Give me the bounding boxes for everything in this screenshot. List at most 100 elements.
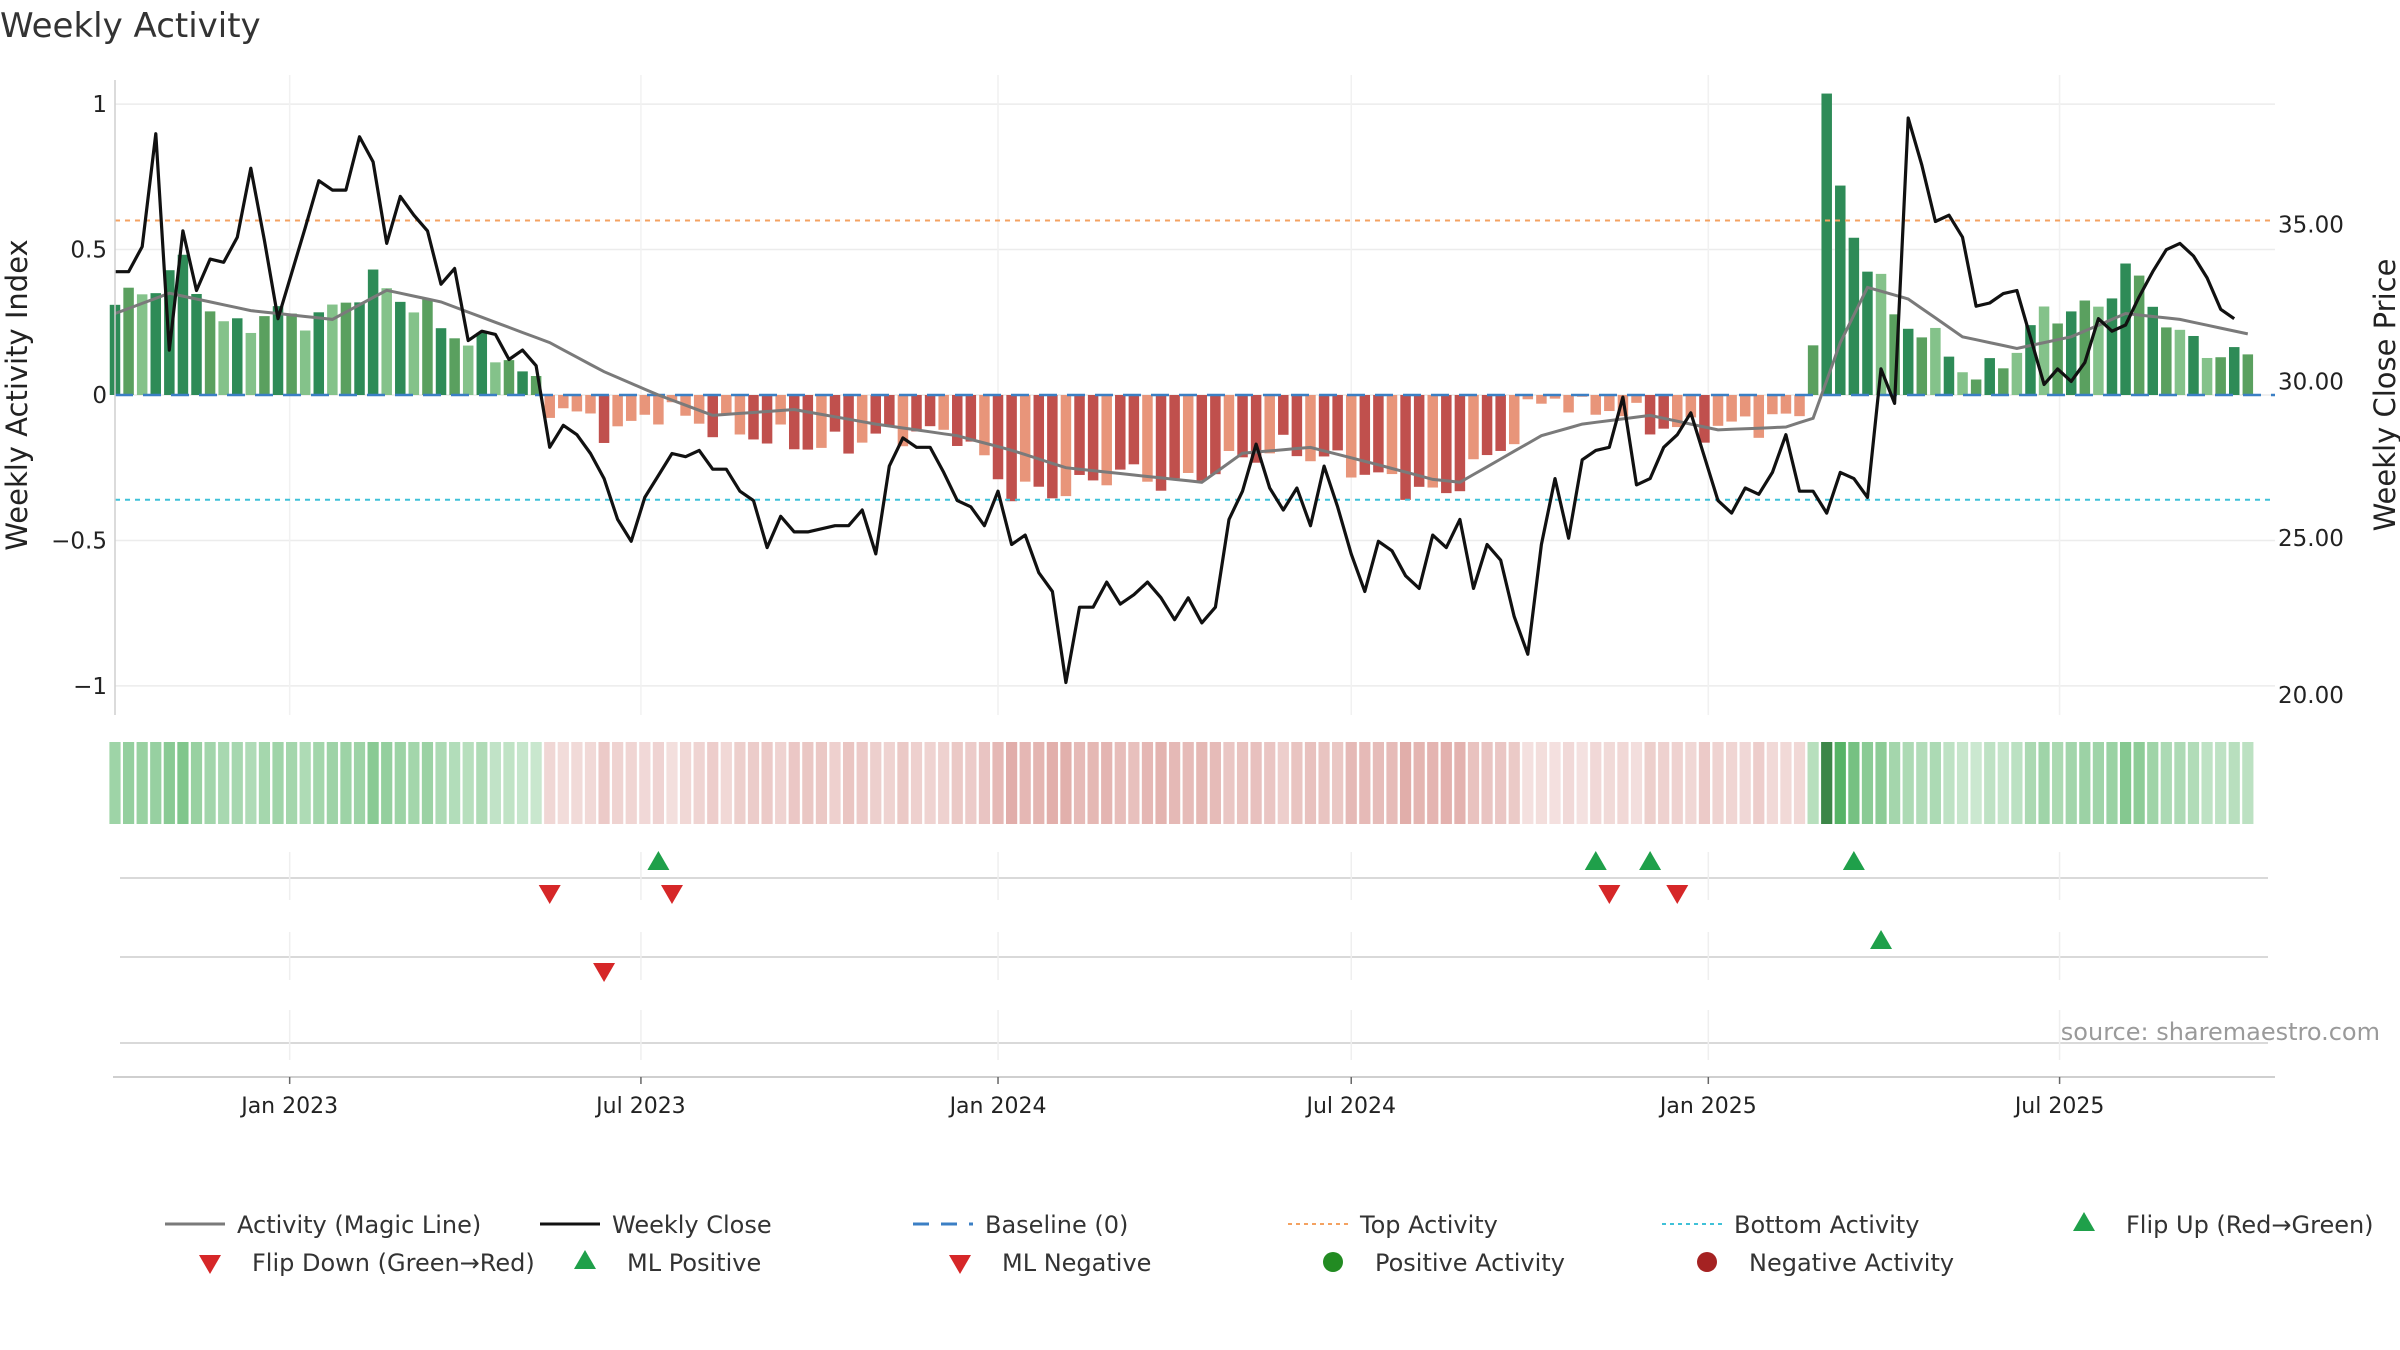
- strip-cell: [1304, 742, 1317, 824]
- strip-cell: [1576, 742, 1588, 824]
- y-axis-label-left: Weekly Activity Index: [0, 239, 34, 550]
- activity-bar: [1196, 395, 1208, 481]
- strip-cell: [1671, 742, 1683, 824]
- strip-cell: [1114, 742, 1126, 824]
- flip-down-marker: [660, 885, 683, 904]
- activity-bar: [1006, 395, 1017, 502]
- legend-swatch: [1323, 1252, 1343, 1272]
- strip-cell: [883, 742, 895, 824]
- strip-cell: [1603, 742, 1615, 824]
- strip-cell: [1726, 742, 1738, 824]
- activity-bar: [517, 371, 528, 395]
- activity-bar: [1957, 372, 1968, 395]
- activity-bar: [1413, 395, 1425, 487]
- strip-cell: [1739, 742, 1751, 824]
- strip-cell: [679, 742, 692, 824]
- activity-bar: [1386, 395, 1398, 475]
- activity-bar: [1427, 395, 1438, 488]
- activity-bar: [1563, 395, 1574, 413]
- activity-bar: [2188, 335, 2199, 395]
- activity-bar: [1821, 93, 1832, 395]
- flip-up-marker: [1639, 851, 1662, 870]
- strip-cell: [1956, 742, 1969, 824]
- activity-bar: [856, 395, 868, 443]
- strip-cell: [1807, 742, 1819, 824]
- activity-bar: [1264, 395, 1275, 454]
- legend-label: Baseline (0): [985, 1211, 1128, 1239]
- activity-bar: [2025, 325, 2036, 395]
- strip-cell: [1141, 742, 1154, 824]
- strip-cell: [1413, 742, 1425, 824]
- strip-cell: [1454, 742, 1466, 824]
- strip-cell: [1780, 742, 1792, 824]
- activity-bar: [1889, 314, 1900, 395]
- strip-cell: [1535, 742, 1548, 824]
- activity-bar: [1739, 395, 1751, 417]
- strip-cell: [2065, 742, 2077, 824]
- activity-bar: [422, 299, 433, 395]
- strip-cell: [734, 742, 746, 824]
- strip-cell: [1033, 742, 1045, 824]
- strip-cell: [1984, 742, 1996, 824]
- series-lines: [114, 116, 2249, 685]
- strip-cell: [842, 742, 855, 824]
- ml-negative-marker: [593, 963, 616, 982]
- activity-bar: [1250, 395, 1262, 463]
- strip-cell: [245, 742, 257, 824]
- activity-bar: [1182, 395, 1194, 473]
- activity-bar: [1590, 395, 1602, 415]
- strip-cell: [1834, 742, 1846, 824]
- activity-bar: [2106, 298, 2118, 395]
- activity-bar: [558, 395, 569, 409]
- activity-bar: [2161, 327, 2172, 395]
- activity-bar: [1087, 395, 1099, 481]
- activity-bar: [1672, 395, 1683, 428]
- activity-bar: [2228, 347, 2240, 395]
- strip-cell: [1019, 742, 1031, 824]
- activity-bar: [1291, 395, 1303, 457]
- strip-cell: [408, 742, 420, 824]
- activity-bar: [1807, 345, 1819, 395]
- strip-cell: [720, 742, 732, 824]
- strip-cell: [2160, 742, 2172, 824]
- weekly-close-line: [115, 116, 2236, 685]
- strip-cell: [1698, 742, 1711, 824]
- activity-bar: [1549, 395, 1561, 399]
- activity-bar: [897, 395, 909, 447]
- strip-cell: [1427, 742, 1439, 824]
- activity-bar: [870, 395, 882, 434]
- activity-bar: [1169, 395, 1180, 479]
- activity-bar: [1128, 395, 1140, 465]
- activity-bar: [1441, 395, 1452, 494]
- activity-bar: [1115, 395, 1126, 470]
- strip-cell: [1332, 742, 1344, 824]
- activity-bar: [2242, 354, 2254, 395]
- source-annotation: source: sharemaestro.com: [2061, 1018, 2380, 1046]
- activity-bar: [204, 311, 216, 395]
- activity-bar: [1658, 395, 1669, 429]
- strip-cell: [2106, 742, 2118, 824]
- activity-bar: [2201, 357, 2213, 395]
- legend-label: Positive Activity: [1375, 1249, 1565, 1277]
- x-tick-label: Jul 2023: [594, 1094, 686, 1119]
- legend-item: Flip Up (Red→Green): [2073, 1211, 2374, 1239]
- strip-cell: [1182, 742, 1194, 824]
- y-tick-left: −0.5: [51, 528, 107, 554]
- strip-cell: [449, 742, 461, 824]
- activity-bar: [1767, 395, 1778, 415]
- legend-label: Activity (Magic Line): [237, 1211, 481, 1239]
- strip-cell: [1277, 742, 1289, 824]
- strip-cell: [1916, 742, 1928, 824]
- strip-cell: [122, 742, 135, 824]
- activity-bar: [1522, 395, 1534, 400]
- strip-cell: [1440, 742, 1452, 824]
- strip-cell: [598, 742, 610, 824]
- legend-item: Positive Activity: [1323, 1249, 1565, 1277]
- strip-cell: [109, 742, 121, 824]
- strip-cell: [1155, 742, 1167, 824]
- strip-cell: [870, 742, 882, 824]
- legend-item: Weekly Close: [540, 1211, 772, 1239]
- activity-bar: [1902, 328, 1914, 395]
- activity-heat-strip: [109, 742, 2254, 824]
- strip-cell: [1264, 742, 1276, 824]
